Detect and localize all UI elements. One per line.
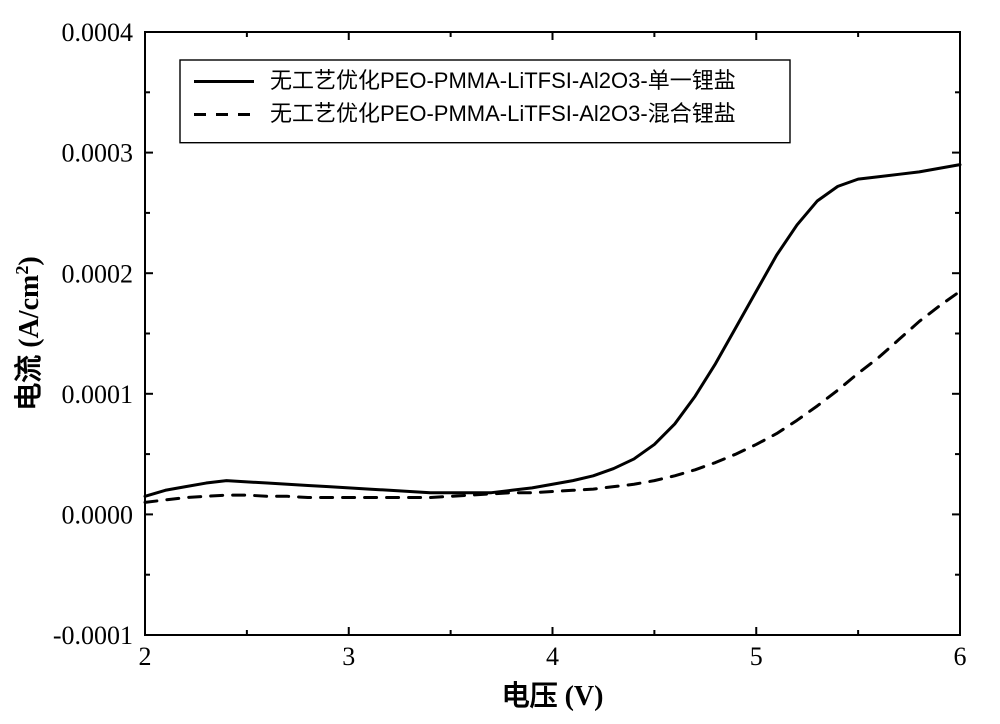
legend-label-1: 无工艺优化PEO-PMMA-LiTFSI-Al2O3-混合锂盐 (270, 101, 736, 126)
y-axis-label: 电流 (A/cm2) (12, 256, 45, 411)
chart-container: 2 3 4 5 6 -0.0001 0.0000 0.0001 0.0002 0.0003 0.00… (0, 0, 1000, 724)
y-tick-label: 0.0003 (62, 139, 134, 168)
x-tick-label: 5 (750, 642, 763, 671)
y-tick-label: 0.0001 (62, 380, 134, 409)
x-tick-label: 3 (342, 642, 355, 671)
x-tick-label: 4 (546, 642, 559, 671)
legend-label-0: 无工艺优化PEO-PMMA-LiTFSI-Al2O3-单一锂盐 (270, 68, 736, 93)
x-tick-label: 2 (139, 642, 152, 671)
x-tick-label: 6 (954, 642, 967, 671)
y-tick-label: 0.0000 (62, 501, 134, 530)
y-tick-label: -0.0001 (53, 621, 133, 650)
y-tick-label: 0.0002 (62, 259, 134, 288)
x-axis-label: 电压 (V) (502, 680, 604, 712)
chart-svg: 2 3 4 5 6 -0.0001 0.0000 0.0001 0.0002 0.0003 0.00… (0, 0, 1000, 724)
y-tick-label: 0.0004 (62, 18, 134, 47)
